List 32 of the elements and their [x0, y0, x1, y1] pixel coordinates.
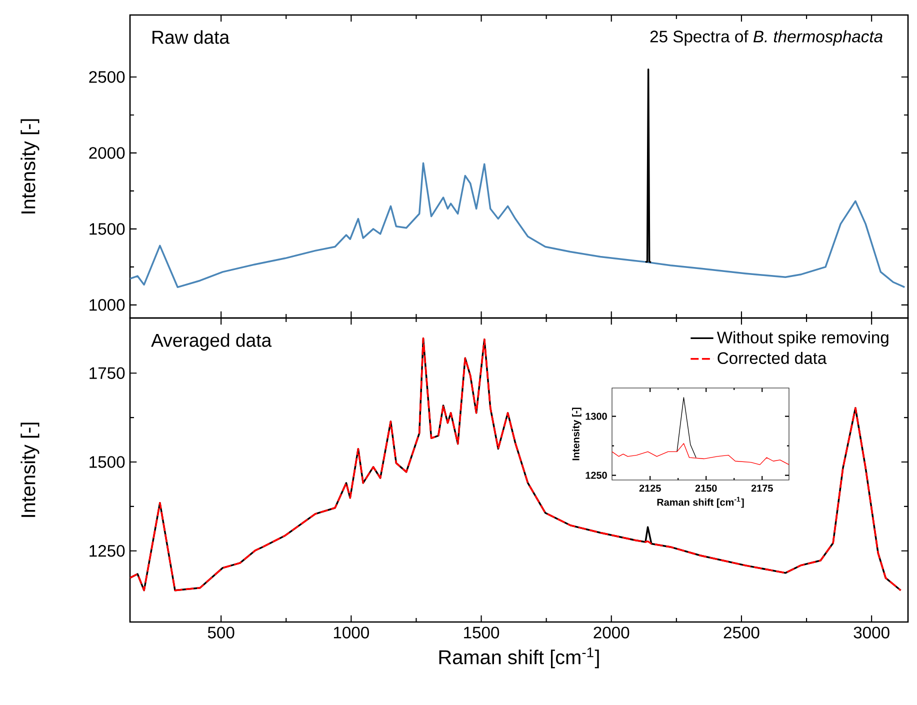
x-tick-label: 2175: [751, 484, 773, 492]
x-axis-title: Raman shift [cm$^{-1}$]: [657, 496, 744, 508]
line-series: [130, 162, 906, 288]
legend-label: Without spike removing: [716, 331, 888, 347]
line-series: [612, 443, 789, 465]
annotation: Averaged data: [151, 333, 272, 351]
y-tick-label: 1300: [586, 412, 607, 420]
x-axis-title: Raman shift [cm$^{-1}$]: [439, 648, 599, 668]
y-tick-label: 1500: [90, 223, 125, 235]
x-tick-label: 3000: [854, 626, 890, 638]
x-tick-label: 2500: [724, 626, 760, 638]
x-tick-label: 1500: [464, 626, 500, 638]
y-tick-label: 1000: [90, 299, 125, 311]
line-series: [676, 397, 696, 458]
annotation: 25 Spectra of B. thermosphacta: [650, 30, 882, 46]
line-series: [644, 68, 652, 264]
y-tick-label: 1250: [90, 545, 125, 557]
y-tick-label: 1250: [586, 472, 607, 479]
x-tick-label: 2125: [639, 484, 661, 492]
legend-label: Corrected data: [718, 352, 827, 364]
y-axis-title: Intensity [-]: [20, 422, 40, 517]
y-tick-label: 1500: [90, 456, 125, 468]
y-tick-label: 1750: [90, 367, 125, 379]
y-tick-label: 2500: [89, 71, 125, 83]
x-tick-label: 1000: [334, 626, 369, 638]
x-tick-label: 2000: [594, 626, 630, 638]
annotation: Raw data: [152, 30, 230, 44]
x-tick-label: 500: [208, 626, 234, 638]
y-axis-title: Intensity [-]: [572, 408, 582, 460]
y-tick-label: 2000: [89, 147, 125, 159]
x-tick-label: 2150: [695, 484, 717, 492]
y-axis-title: Intensity [-]: [20, 119, 40, 214]
